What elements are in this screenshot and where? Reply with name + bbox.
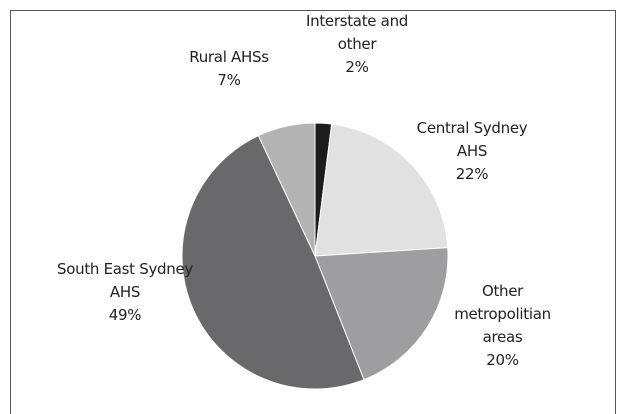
slice-label: Central Sydney AHS 22% — [412, 117, 532, 186]
pie-slice — [314, 247, 449, 381]
slice-label: Rural AHSs 7% — [185, 46, 273, 92]
category-label: South East Sydney AHS — [57, 260, 193, 301]
value-label: 22% — [455, 165, 489, 183]
slice-label: South East Sydney AHS 49% — [50, 258, 200, 327]
value-label: 20% — [486, 351, 519, 369]
slice-label: Interstate and other 2% — [305, 10, 409, 79]
frame — [10, 10, 616, 414]
value-label: 7% — [217, 71, 241, 89]
pie-slice — [314, 123, 449, 257]
value-label: 2% — [345, 58, 369, 76]
pie-slice — [257, 122, 316, 257]
value-label: 49% — [108, 306, 142, 324]
category-label: Rural AHSs — [189, 48, 269, 66]
slice-label: Other metropolitian areas 20% — [440, 280, 565, 372]
category-label: Interstate and other — [306, 12, 408, 53]
category-label: Central Sydney AHS — [416, 119, 528, 160]
category-label: Other metropolitian areas — [454, 282, 551, 346]
pie-slice — [181, 134, 365, 390]
